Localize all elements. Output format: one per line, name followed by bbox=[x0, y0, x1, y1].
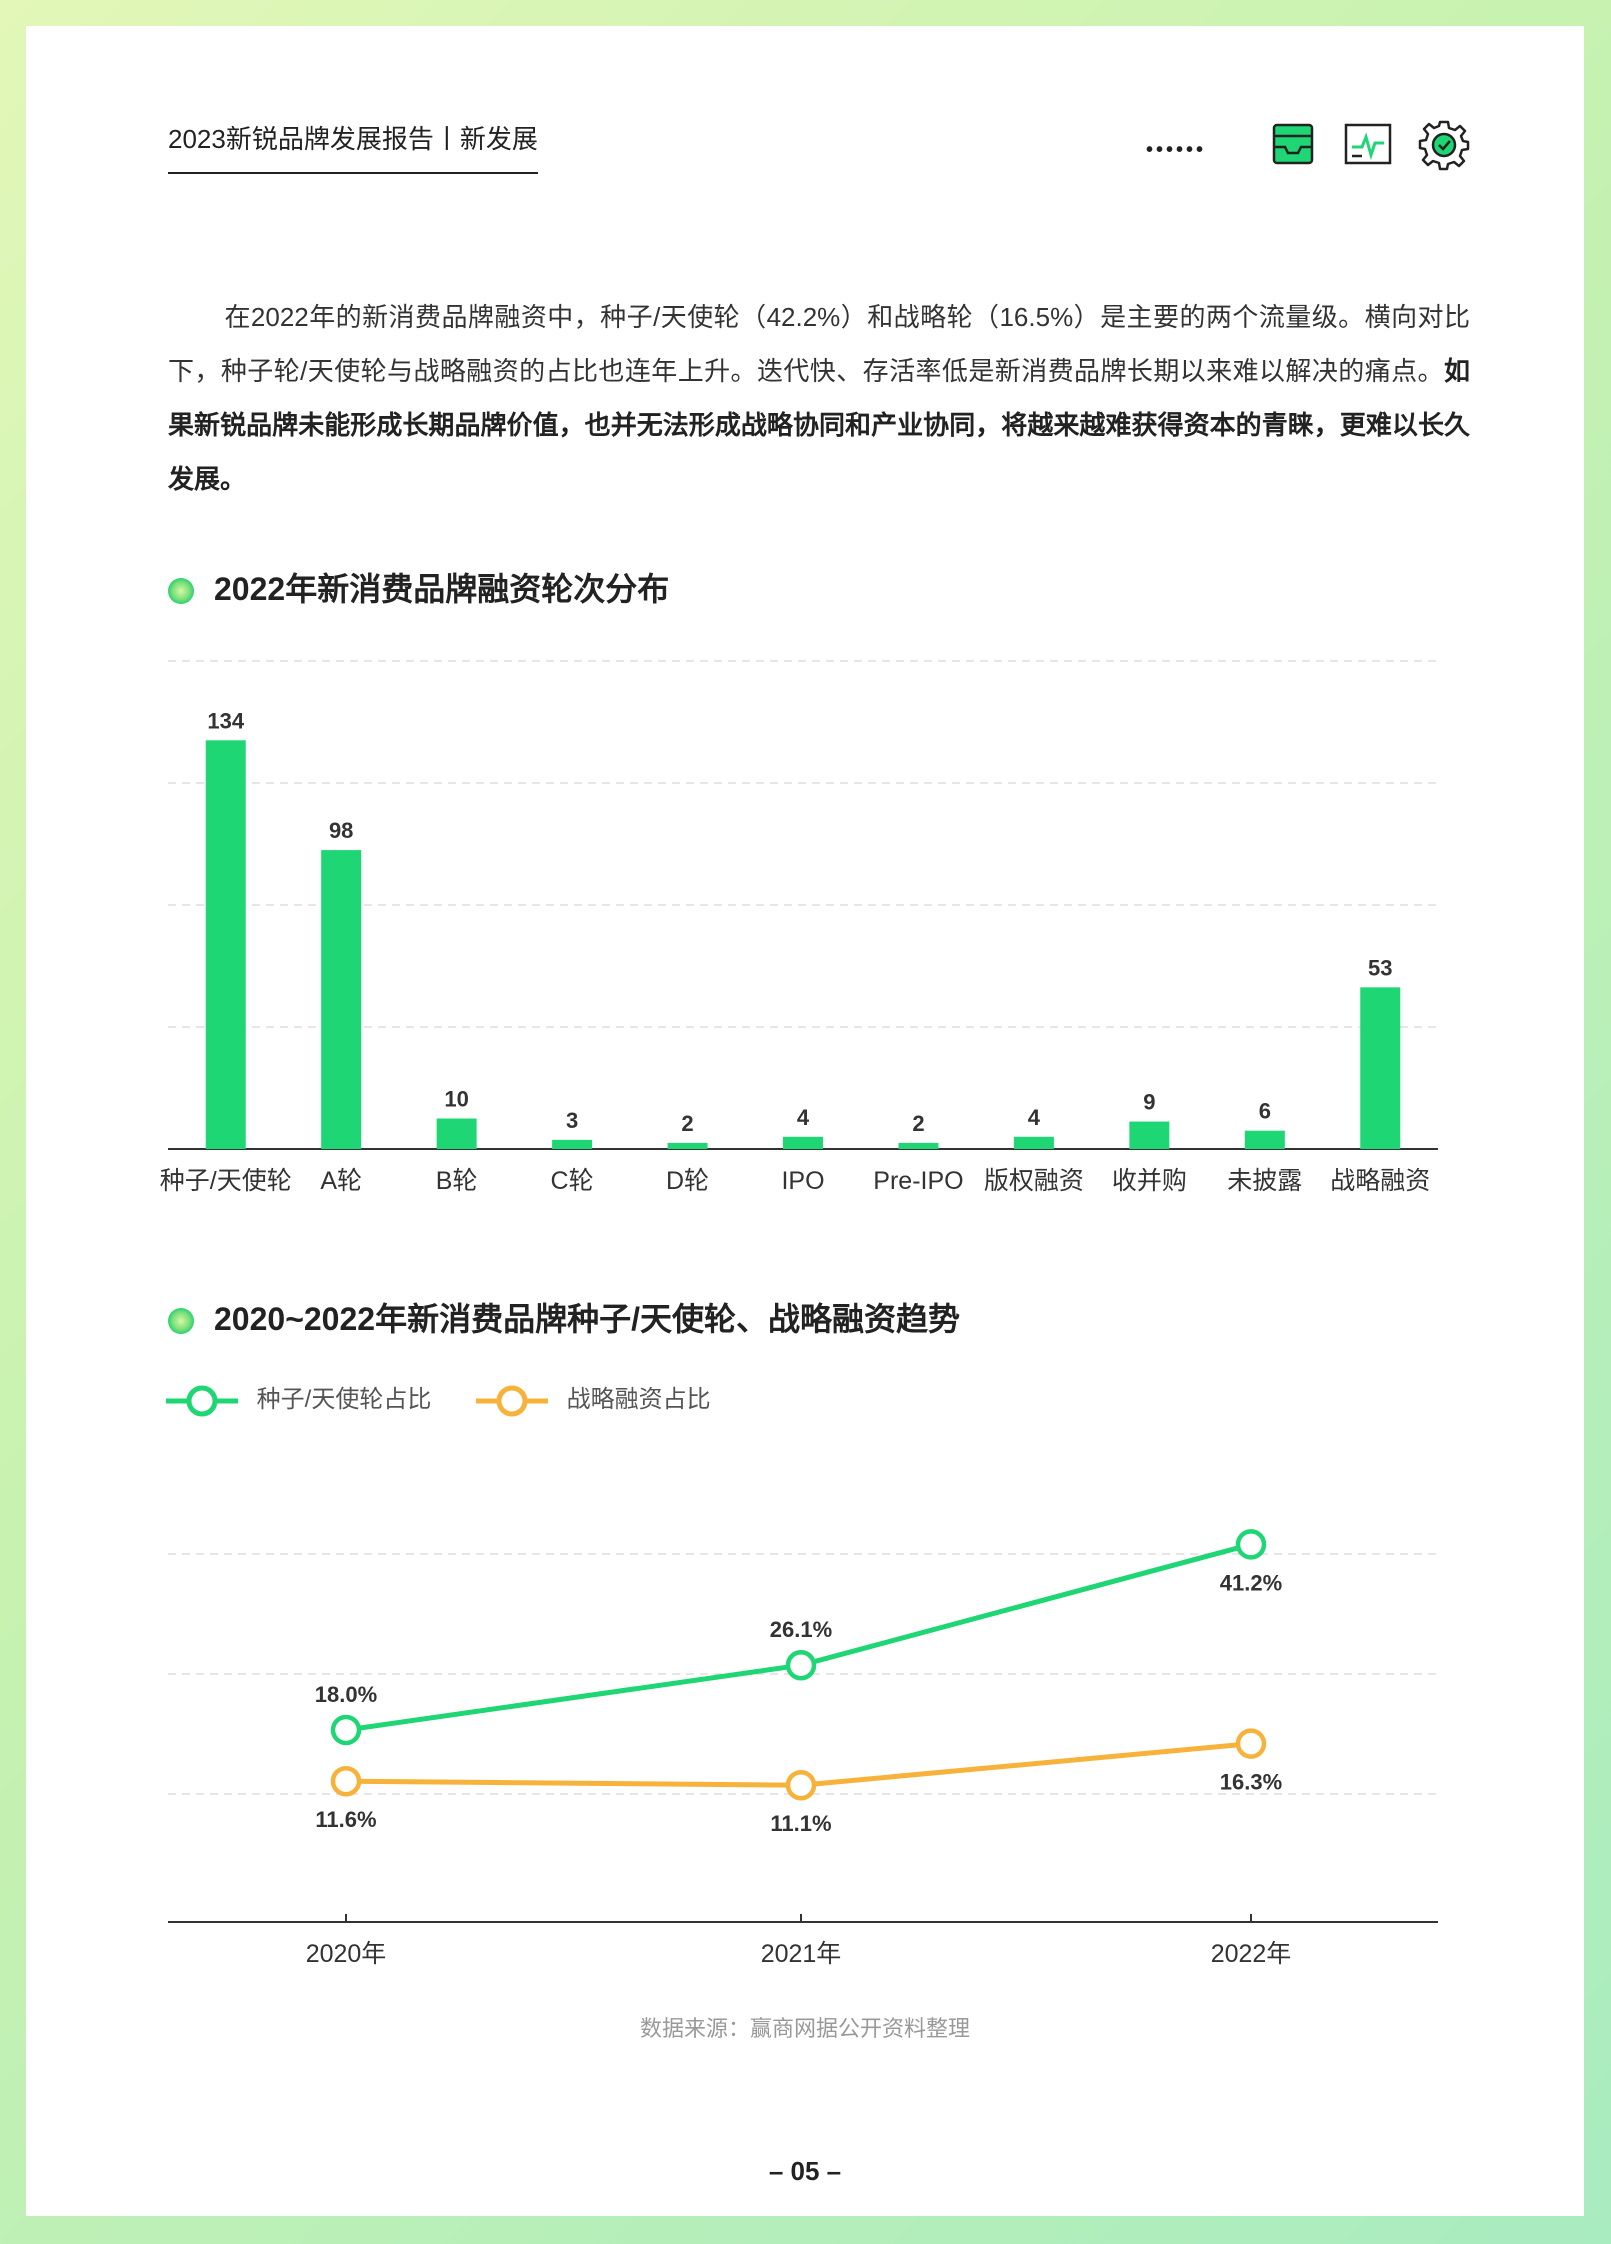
x-tick-label: A轮 bbox=[320, 1167, 362, 1195]
bar-value-label: 3 bbox=[566, 1108, 578, 1133]
point-value-label: 16.3% bbox=[1220, 1770, 1282, 1795]
inbox-icon[interactable] bbox=[1268, 119, 1318, 174]
x-tick-label: 战略融资 bbox=[1330, 1167, 1430, 1195]
line-chart-title-text: 2020~2022年新消费品牌种子/天使轮、战略融资趋势 bbox=[214, 1301, 960, 1337]
x-tick-label: 版权融资 bbox=[984, 1167, 1084, 1195]
bullet-icon bbox=[168, 1308, 194, 1334]
bar-value-label: 134 bbox=[207, 708, 244, 733]
point-value-label: 41.2% bbox=[1220, 1570, 1282, 1595]
bar-value-label: 53 bbox=[1368, 955, 1392, 980]
x-tick-label: 2020年 bbox=[306, 1940, 387, 1968]
x-tick-label: D轮 bbox=[666, 1167, 709, 1195]
x-tick-label: IPO bbox=[781, 1167, 824, 1195]
bar bbox=[436, 1118, 477, 1149]
data-point bbox=[1235, 1529, 1267, 1560]
x-tick-label: 种子/天使轮 bbox=[160, 1167, 292, 1195]
line-chart: 2020年 2021年 2022年 18.0% 26.1% 41.2% 11.6% 11.1%… bbox=[168, 1529, 1438, 1968]
bar-value-label: 9 bbox=[1143, 1090, 1155, 1115]
legend-label-strategic: 战略融资占比 bbox=[566, 1386, 711, 1413]
bar bbox=[552, 1139, 593, 1149]
data-point bbox=[330, 1714, 362, 1746]
header-toolbar: •••••• bbox=[1146, 119, 1476, 175]
report-page: 2023新锐品牌发展报告丨新发展 •••••• bbox=[26, 26, 1584, 2216]
point-value-label: 26.1% bbox=[770, 1617, 832, 1642]
legend-swatch-seed bbox=[166, 1385, 238, 1417]
bullet-icon bbox=[168, 578, 194, 604]
data-point bbox=[785, 1649, 817, 1681]
bar bbox=[1360, 987, 1401, 1149]
line-chart-legend: 种子/天使轮占比 战略融资占比 bbox=[166, 1380, 866, 1420]
paragraph-bold-text: 如果新锐品牌未能形成长期品牌价值，也并无法形成战略协同和产业协同，将越来越难获得… bbox=[168, 356, 1470, 494]
legend-label-seed: 种子/天使轮占比 bbox=[256, 1386, 432, 1413]
bar-value-label: 2 bbox=[681, 1111, 693, 1136]
page-number: – 05 – bbox=[768, 2156, 842, 2186]
bar bbox=[898, 1142, 939, 1149]
bar bbox=[205, 740, 246, 1149]
bar-value-label: 6 bbox=[1259, 1099, 1271, 1124]
data-source-note: 数据来源：赢商网据公开资料整理 bbox=[639, 2016, 970, 2041]
line-chart-title: 2020~2022年新消费品牌种子/天使轮、战略融资趋势 bbox=[168, 1299, 960, 1339]
bar-value-label: 4 bbox=[797, 1105, 810, 1130]
bar bbox=[783, 1136, 823, 1149]
point-value-label: 11.6% bbox=[315, 1807, 376, 1832]
legend-item-seed: 种子/天使轮占比 bbox=[166, 1380, 431, 1420]
data-point bbox=[330, 1765, 362, 1797]
data-point bbox=[785, 1769, 817, 1801]
pulse-monitor-icon[interactable] bbox=[1342, 119, 1394, 174]
x-tick-label: 2022年 bbox=[1211, 1940, 1292, 1968]
x-tick-label: 2021年 bbox=[761, 1940, 842, 1968]
bar bbox=[1244, 1130, 1285, 1149]
bar-chart: 134 种子/天使轮 98 A轮 10 B轮 3 C轮 2 D轮 4 IPO 2 Pre-IPO 4 版权融资… bbox=[160, 660, 1438, 1195]
bar-chart-title: 2022年新消费品牌融资轮次分布 bbox=[168, 569, 669, 609]
intro-paragraph: 在2022年的新消费品牌融资中，种子/天使轮（42.2%）和战略轮（16.5%）… bbox=[168, 290, 1470, 506]
x-tick-label: Pre-IPO bbox=[873, 1167, 963, 1195]
legend-item-strategic: 战略融资占比 bbox=[476, 1380, 711, 1420]
bar-value-label: 98 bbox=[329, 818, 353, 843]
bar bbox=[1013, 1136, 1054, 1149]
x-tick-label: 未披露 bbox=[1227, 1167, 1302, 1195]
bar-value-label: 4 bbox=[1028, 1105, 1041, 1130]
bar bbox=[321, 850, 362, 1149]
x-tick-label: C轮 bbox=[551, 1167, 594, 1195]
bar-value-label: 2 bbox=[912, 1111, 924, 1136]
x-tick-label: 收并购 bbox=[1112, 1167, 1187, 1195]
x-tick-label: B轮 bbox=[436, 1167, 478, 1195]
dots-decoration: •••••• bbox=[1146, 139, 1207, 161]
point-value-label: 11.1% bbox=[770, 1811, 831, 1836]
data-point bbox=[1235, 1728, 1267, 1759]
bar-value-label: 10 bbox=[444, 1087, 468, 1112]
paragraph-normal-text: 在2022年的新消费品牌融资中，种子/天使轮（42.2%）和战略轮（16.5%）… bbox=[168, 302, 1470, 386]
legend-swatch-strategic bbox=[476, 1385, 548, 1417]
point-value-label: 18.0% bbox=[315, 1682, 377, 1707]
bar bbox=[1129, 1121, 1170, 1149]
gear-check-icon[interactable] bbox=[1418, 119, 1470, 176]
bar bbox=[667, 1142, 708, 1149]
report-header-title: 2023新锐品牌发展报告丨新发展 bbox=[168, 106, 538, 174]
bar-chart-title-text: 2022年新消费品牌融资轮次分布 bbox=[214, 571, 670, 607]
